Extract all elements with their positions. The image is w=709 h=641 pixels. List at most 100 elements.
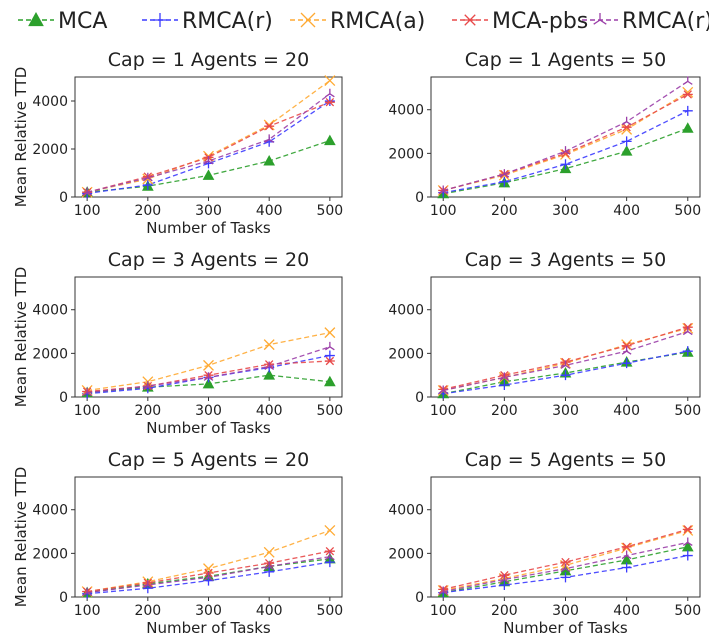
series-line (443, 93, 689, 192)
data-point (621, 339, 633, 351)
series-mca-pbs (82, 97, 335, 197)
data-point (621, 358, 632, 369)
x-tick-label: 100 (74, 203, 101, 219)
series-rmca-r-pbs (82, 88, 335, 196)
data-point (82, 187, 92, 196)
x-tick-label: 200 (491, 403, 518, 419)
panel-title: Cap = 1 Agents = 50 (465, 49, 666, 71)
x-tick-label: 500 (316, 603, 343, 619)
x-tick-label: 400 (613, 203, 640, 219)
data-point (560, 563, 571, 573)
data-point (621, 122, 632, 132)
data-point (142, 381, 153, 390)
legend-item-mca: MCA (18, 9, 107, 34)
data-point (263, 339, 275, 351)
series-rmca-r (438, 346, 693, 399)
series-line (443, 326, 688, 390)
x-tick-label: 400 (256, 203, 283, 219)
data-point (621, 116, 632, 126)
legend-marker (593, 13, 607, 25)
x-axis-label: Number of Tasks (146, 419, 271, 437)
data-point (324, 350, 335, 361)
x-tick-label: 100 (430, 603, 457, 619)
data-point (324, 546, 335, 556)
legend-marker (153, 13, 167, 27)
x-tick-label: 500 (674, 603, 701, 619)
legend-marker (28, 11, 44, 27)
y-tick-label: 0 (415, 390, 424, 406)
data-point (264, 566, 275, 577)
data-point (621, 123, 633, 135)
legend-marker (463, 14, 477, 26)
series-line (443, 528, 688, 590)
data-point (560, 146, 571, 155)
y-tick-label: 4000 (388, 103, 424, 119)
data-point (621, 341, 632, 350)
x-tick-label: 200 (491, 203, 518, 219)
x-tick-label: 300 (195, 203, 222, 219)
x-tick-label: 300 (552, 603, 579, 619)
y-axis-label: Mean Relative TTD (12, 67, 30, 208)
plot-cap1-agents50: Cap = 1 Agents = 50 100 200 300 400 500 0 2000 4… (388, 49, 701, 219)
legend-marker (300, 12, 316, 28)
data-point (202, 169, 215, 180)
x-tick-label: 300 (195, 403, 222, 419)
y-tick-label: 4000 (32, 503, 68, 519)
data-point (499, 372, 510, 381)
series-rmca-r (82, 96, 335, 199)
x-tick-label: 500 (316, 203, 343, 219)
y-tick-label: 0 (415, 190, 424, 206)
data-point (324, 97, 335, 107)
x-tick-label: 300 (195, 603, 222, 619)
series-line (443, 327, 688, 392)
data-point (142, 180, 153, 190)
y-tick-label: 4000 (388, 503, 424, 519)
data-point (499, 574, 510, 584)
x-tick-label: 500 (316, 403, 343, 419)
plot-cap1-agents20: Cap = 1 Agents = 20 100 200 300 400 500 0 2000 4… (12, 49, 343, 237)
data-point (498, 169, 510, 181)
data-point (203, 156, 214, 165)
data-point (203, 563, 214, 575)
y-tick-label: 0 (415, 590, 424, 606)
panel-cap5-agents20: Cap = 5 Agents = 20 100 200 300 400 500 0 2000 4… (0, 440, 354, 640)
data-point (682, 550, 693, 561)
data-point (621, 542, 633, 554)
data-point (681, 122, 694, 133)
data-point (202, 377, 215, 389)
y-tick-label: 2000 (388, 346, 424, 362)
x-tick-label: 300 (552, 203, 579, 219)
data-point (682, 326, 693, 336)
series-rmca-r-pbs (438, 537, 693, 596)
y-tick-label: 4000 (388, 303, 424, 319)
y-tick-label: 4000 (32, 94, 68, 110)
plot-cap5-agents50: Cap = 5 Agents = 50 100 200 300 400 500 0 2000 4… (388, 449, 701, 637)
series-line (86, 93, 331, 193)
x-tick-label: 100 (430, 203, 457, 219)
data-point (682, 537, 693, 546)
series-line (443, 110, 689, 194)
data-point (682, 346, 693, 357)
data-point (324, 96, 335, 106)
data-point (499, 380, 510, 390)
series-line (86, 80, 331, 193)
data-point (621, 542, 632, 552)
x-tick-label: 500 (674, 403, 701, 419)
series-line (443, 80, 689, 192)
data-point (324, 524, 336, 536)
x-tick-label: 400 (256, 403, 283, 419)
panel-cap3-agents50: Cap = 3 Agents = 50 100 200 300 400 500 0 2000 4… (354, 240, 708, 440)
panel-cap5-agents50: Cap = 5 Agents = 50 100 200 300 400 500 0 2000 4… (354, 440, 708, 640)
x-tick-label: 200 (134, 203, 161, 219)
panel-cap1-agents50: Cap = 1 Agents = 50 100 200 300 400 500 0 2000 4… (354, 40, 708, 240)
x-tick-label: 400 (613, 603, 640, 619)
legend-item-mca-pbs: MCA-pbs (452, 9, 588, 34)
series-line (443, 91, 689, 192)
chart-legend: MCA RMCA(r) RMCA(a) MCA-pbs RMCA(r)-pbs (18, 9, 709, 34)
y-tick-label: 2000 (32, 546, 68, 562)
panel-title: Cap = 1 Agents = 20 (108, 49, 309, 71)
data-point (325, 551, 335, 561)
data-point (264, 561, 275, 570)
data-point (82, 387, 92, 397)
data-point (263, 369, 276, 380)
